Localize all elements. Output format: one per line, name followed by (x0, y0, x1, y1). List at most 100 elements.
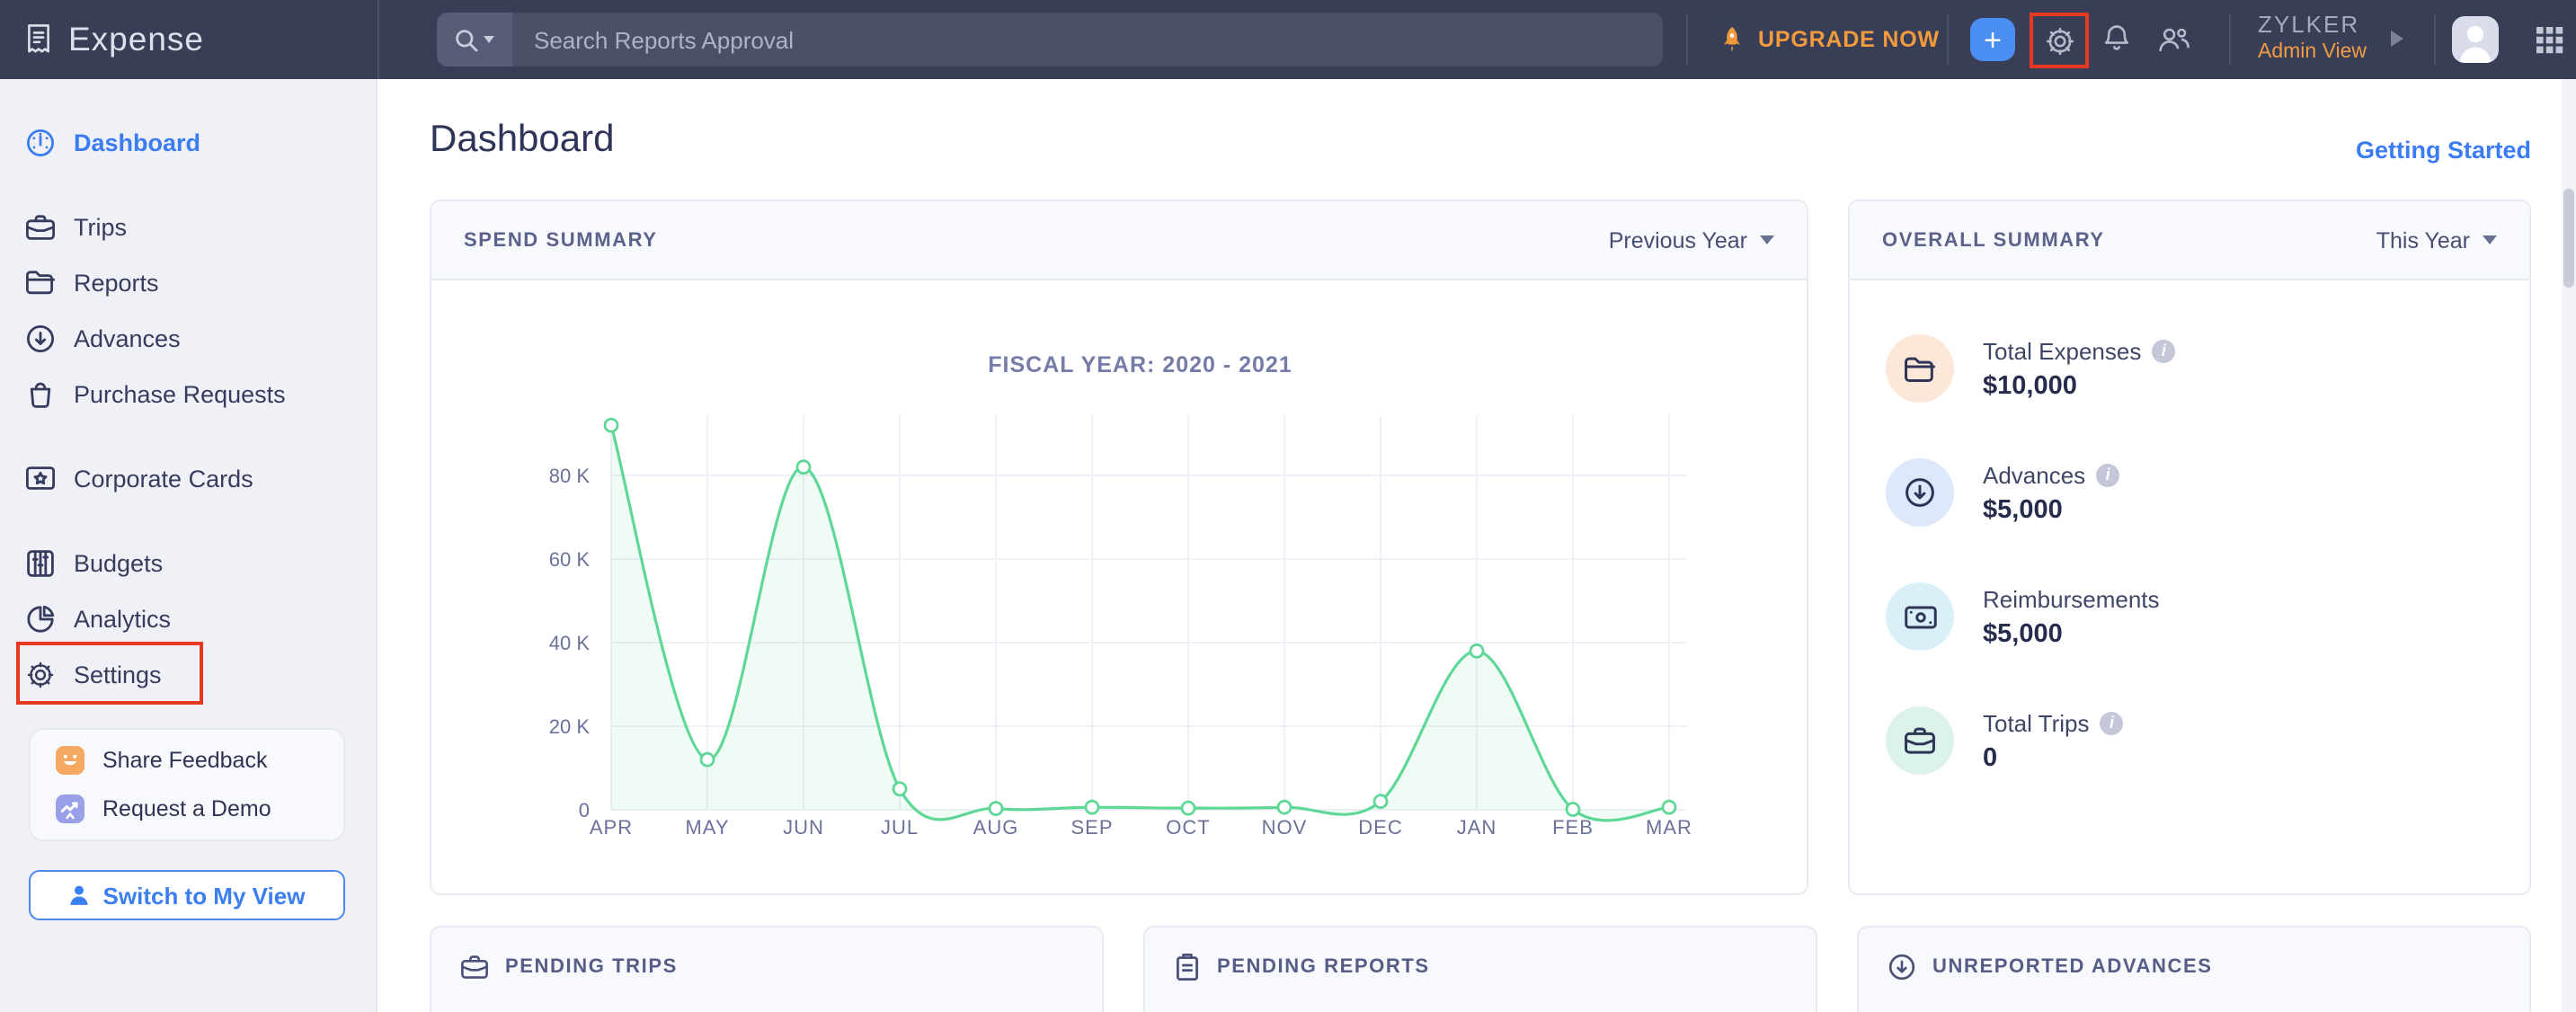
person-icon (69, 884, 91, 906)
summary-value: $5,000 (1983, 619, 2063, 648)
svg-text:OCT: OCT (1166, 816, 1210, 839)
svg-text:DEC: DEC (1358, 816, 1402, 839)
summary-label: Total Trips (1983, 709, 2090, 736)
summary-label: Advances (1983, 461, 2086, 488)
gear-icon[interactable] (2043, 24, 2075, 57)
feedback-panel: Share Feedback Request a Demo (29, 728, 345, 841)
search-icon (455, 28, 478, 51)
navbar-divider (2434, 14, 2436, 65)
upgrade-now-button[interactable]: UPGRADE NOW (1719, 0, 1940, 79)
summary-value: $5,000 (1983, 495, 2063, 524)
sidebar-item-purchase-requests[interactable]: Purchase Requests (0, 370, 286, 417)
share-feedback-link[interactable]: Share Feedback (56, 746, 318, 775)
smiley-icon (56, 746, 84, 775)
vertical-scrollbar-thumb[interactable] (2563, 189, 2574, 288)
svg-text:0: 0 (579, 799, 590, 821)
sidebar-item-advances[interactable]: Advances (0, 315, 181, 361)
sidebar-item-reports[interactable]: Reports (0, 259, 159, 306)
report-icon (1174, 953, 1201, 981)
org-switcher[interactable]: ZYLKER Admin View (2258, 11, 2367, 63)
overall-summary-title: OVERALL SUMMARY (1882, 229, 2105, 251)
org-name: ZYLKER (2258, 11, 2360, 38)
overall-period-dropdown[interactable]: This Year (2376, 227, 2497, 253)
getting-started-link[interactable]: Getting Started (2355, 137, 2531, 164)
card-star-icon (25, 466, 56, 491)
apps-grid-icon[interactable] (2536, 27, 2563, 54)
abacus-icon (25, 547, 56, 578)
pending-trips-title: PENDING TRIPS (505, 956, 678, 978)
spend-summary-card: SPEND SUMMARY Previous Year 0 20 K 40 K 60 … (430, 200, 1808, 895)
sidebar-item-label: Dashboard (74, 129, 201, 155)
gear-icon (25, 659, 56, 689)
sidebar-item-corporate-cards[interactable]: Corporate Cards (0, 455, 253, 502)
global-search (437, 13, 1663, 67)
sidebar-item-dashboard[interactable]: Dashboard (0, 119, 200, 165)
spend-summary-title: SPEND SUMMARY (464, 229, 658, 251)
svg-text:NOV: NOV (1262, 816, 1308, 839)
logo-text: Expense (68, 20, 204, 58)
page-title: Dashboard (430, 119, 615, 160)
svg-text:80 K: 80 K (549, 465, 591, 487)
spend-period-value: Previous Year (1608, 227, 1747, 253)
search-input[interactable] (512, 13, 1663, 67)
sidebar-item-label: Advances (74, 324, 181, 351)
sidebar-item-analytics[interactable]: Analytics (0, 595, 171, 642)
chevron-right-icon (2391, 31, 2403, 47)
summary-label: Total Expenses (1983, 337, 2142, 364)
avatar[interactable] (2452, 16, 2499, 63)
pie-chart-icon (25, 603, 56, 634)
switch-to-my-view-button[interactable]: Switch to My View (29, 870, 345, 920)
svg-text:20 K: 20 K (549, 715, 591, 738)
vertical-scrollbar-track[interactable] (2562, 79, 2576, 1012)
svg-text:MAR: MAR (1646, 816, 1692, 839)
chevron-down-icon (2483, 235, 2497, 244)
folder-icon (1886, 334, 1954, 403)
svg-text:JUL: JUL (881, 816, 919, 839)
sidebar-item-label: Budgets (74, 549, 164, 576)
overall-summary-header: OVERALL SUMMARY This Year (1850, 201, 2529, 280)
pending-reports-card: PENDING REPORTS (1143, 926, 1817, 1012)
sidebar-item-label: Purchase Requests (74, 380, 286, 407)
svg-text:FISCAL YEAR: 2020 - 2021: FISCAL YEAR: 2020 - 2021 (988, 352, 1292, 377)
request-demo-link[interactable]: Request a Demo (56, 795, 318, 823)
app-logo[interactable]: Expense (0, 0, 379, 79)
sidebar-item-label: Corporate Cards (74, 465, 253, 492)
speedometer-icon (25, 127, 56, 157)
presentation-icon (56, 795, 84, 823)
sidebar-item-trips[interactable]: Trips (0, 203, 127, 250)
main-content: Dashboard Getting Started SPEND SUMMARY … (379, 79, 2576, 1012)
clock-arrow-icon (1886, 458, 1954, 527)
clock-arrow-icon (25, 323, 56, 353)
search-caret-icon (484, 36, 494, 43)
spend-line-chart[interactable]: 0 20 K 40 K 60 K 80 K APR MAY JUN JUL AUG SEP OCT NO… (431, 280, 1810, 897)
search-scope-dropdown[interactable] (437, 13, 512, 67)
users-icon[interactable] (2157, 25, 2191, 54)
summary-item-reimbursements: Reimbursements $5,000 (1886, 582, 2160, 651)
sidebar-item-settings[interactable]: Settings (0, 651, 162, 697)
share-feedback-label: Share Feedback (102, 748, 268, 773)
info-icon[interactable]: i (2152, 339, 2176, 362)
svg-text:AUG: AUG (973, 816, 1019, 839)
overall-summary-card: OVERALL SUMMARY This Year Total Expenses… (1848, 200, 2531, 895)
top-navbar: Expense (0, 0, 2576, 79)
notifications-bell-icon[interactable] (2101, 23, 2132, 54)
sidebar-item-budgets[interactable]: Budgets (0, 539, 163, 586)
summary-label: Reimbursements (1983, 585, 2160, 612)
spend-period-dropdown[interactable]: Previous Year (1609, 227, 1774, 253)
pending-reports-title: PENDING REPORTS (1217, 956, 1430, 978)
settings-gear-highlight-box[interactable] (2030, 13, 2089, 68)
info-icon[interactable]: i (2096, 463, 2120, 486)
quick-add-button[interactable]: + (1970, 18, 2015, 61)
info-icon[interactable]: i (2100, 711, 2124, 734)
svg-text:APR: APR (590, 816, 633, 839)
switch-button-label: Switch to My View (102, 882, 306, 909)
shopping-bag-icon (25, 378, 56, 409)
briefcase-icon (1886, 706, 1954, 775)
briefcase-icon (460, 954, 489, 980)
folder-icon (25, 270, 56, 295)
spend-summary-header: SPEND SUMMARY Previous Year (431, 201, 1807, 280)
receipt-logo-icon (23, 22, 54, 58)
svg-text:MAY: MAY (685, 816, 729, 839)
summary-value: 0 (1983, 743, 1998, 772)
